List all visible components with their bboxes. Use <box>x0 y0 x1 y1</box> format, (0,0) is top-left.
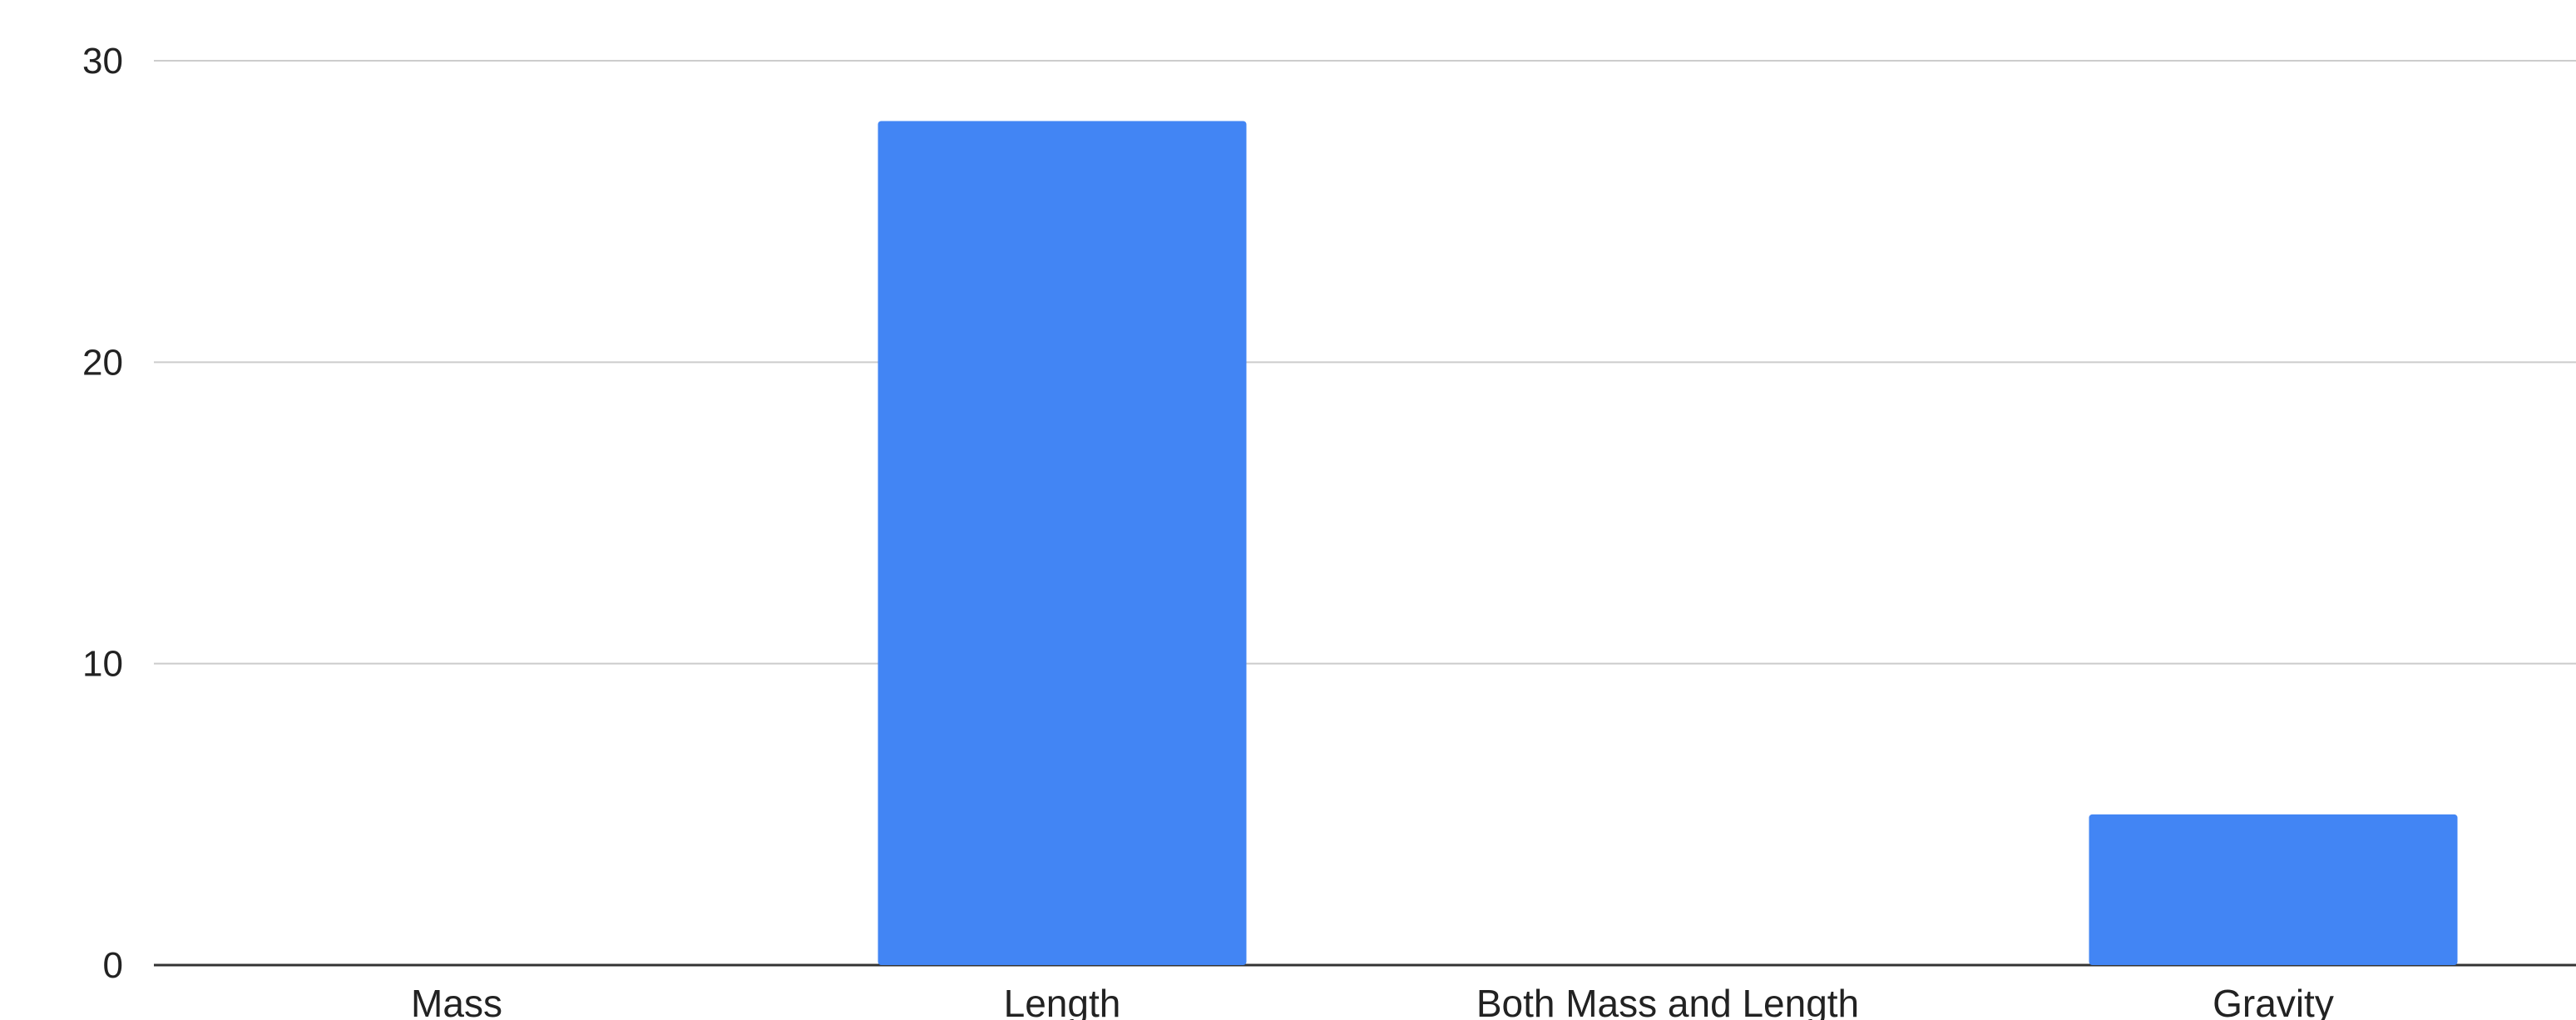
y-tick-label: 10 <box>82 644 123 685</box>
bar-length <box>878 121 1247 965</box>
bar-gravity <box>2089 814 2458 965</box>
x-category-label: Length <box>1004 982 1121 1020</box>
x-axis-category-labels: Mass Length Both Mass and Length Gravity <box>411 982 2334 1020</box>
y-tick-label: 0 <box>103 945 123 986</box>
x-category-label: Mass <box>411 982 502 1020</box>
y-tick-label: 30 <box>82 41 123 82</box>
x-category-label: Gravity <box>2213 982 2334 1020</box>
y-axis-tick-labels: 0 10 20 30 <box>82 41 123 986</box>
x-category-label: Both Mass and Length <box>1476 982 1859 1020</box>
y-tick-label: 20 <box>82 342 123 383</box>
bars <box>878 121 2458 965</box>
